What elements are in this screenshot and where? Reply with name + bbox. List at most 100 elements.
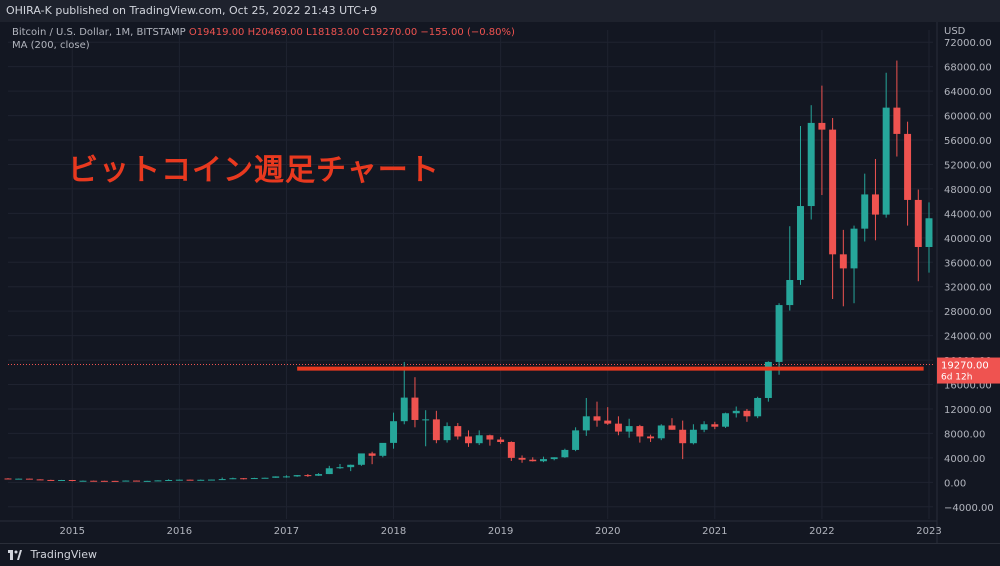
y-tick-label: 12000.00 [944,405,992,416]
open-value: O19419.00 [188,27,245,38]
candle-body [4,478,12,480]
currency-label: USD [944,26,966,37]
candle-body [293,475,301,477]
candle-body [871,194,879,215]
candle-body [357,453,365,465]
x-tick-label: 2022 [809,526,834,537]
x-tick-label: 2019 [488,526,513,537]
candle-body [636,426,644,437]
candle-body [36,479,44,481]
candle-body [186,479,194,481]
candle-body [15,478,23,480]
candle-body [700,424,708,430]
change-value: −155.00 (−0.80%) [420,27,515,38]
candle-body [861,194,869,229]
footer-bar: TradingView [0,543,1000,566]
candle-body [582,416,590,431]
y-tick-label: 4000.00 [944,454,985,465]
candle-body [47,479,55,481]
candle-body [786,280,794,306]
candle-body [561,449,569,458]
x-tick-label: 2023 [916,526,941,537]
candle-body [25,478,33,480]
candle-body [197,479,205,481]
y-tick-label: 32000.00 [944,283,992,294]
y-tick-label: 8000.00 [944,429,985,440]
candle-body [465,436,472,444]
candle-body [614,423,622,432]
price-tag-value: 19270.00 [941,361,989,372]
y-tick-label: 60000.00 [944,112,992,123]
candle-body [154,480,162,482]
candle-body [743,410,751,417]
candle-body [207,479,215,481]
candle-body [347,464,355,468]
y-tick-label: 56000.00 [944,136,992,147]
candle-body [218,479,226,481]
ma-legend[interactable]: MA (200, close) [12,40,90,51]
chart-annotation-title: ビットコイン週足チャート [68,153,440,188]
candle-body [754,397,762,417]
candle-body [422,419,430,421]
candle-body [764,361,772,398]
candle-body [914,199,922,247]
candle-body [839,254,847,269]
symbol-name: Bitcoin / U.S. Dollar, 1M, BITSTAMP [12,27,186,38]
candle-body [432,419,440,441]
candle-body [668,425,676,430]
high-value: H20469.00 [247,27,303,38]
footer-brand: TradingView [30,548,97,561]
candle-body [315,474,323,476]
x-tick-label: 2020 [595,526,620,537]
candle-body [507,441,515,458]
candle-body [400,397,408,422]
x-tick-label: 2015 [60,526,85,537]
symbol-legend: Bitcoin / U.S. Dollar, 1M, BITSTAMP O194… [12,27,515,38]
candle-body [411,397,419,420]
candle-body [925,218,933,247]
x-tick-label: 2016 [167,526,192,537]
candle-body [379,442,387,456]
candle-body [165,480,173,482]
candle-body [625,426,633,432]
candle-body [111,480,119,482]
candle-body [850,228,858,269]
candle-body [550,457,558,460]
candle-body [518,457,526,460]
y-tick-label: 72000.00 [944,38,992,49]
candle-body [572,430,580,450]
price-tag [937,357,1000,384]
tradingview-logo-icon [8,550,22,560]
candle-body [390,421,398,443]
candle-body [882,107,890,215]
y-tick-label: 16000.00 [944,381,992,392]
candle-body [893,107,901,134]
candle-body [904,133,912,200]
candle-body [722,413,730,427]
y-tick-label: 28000.00 [944,307,992,318]
candle-body [539,459,547,462]
candle-body [143,480,151,482]
candle-body [497,439,505,442]
y-tick-label: 64000.00 [944,87,992,98]
candle-body [79,480,87,482]
candle-body [250,478,258,480]
x-tick-label: 2017 [274,526,299,537]
candle-body [368,453,376,456]
y-tick-label: 40000.00 [944,234,992,245]
candle-body [593,416,601,421]
candle-body [443,426,451,441]
low-value: L18183.00 [306,27,360,38]
candle-body [272,476,280,478]
candle-body [240,478,248,480]
publish-header: OHIRA-K published on TradingView.com, Oc… [0,0,1000,22]
candle-body [829,129,837,255]
y-tick-label: 68000.00 [944,63,992,74]
price-tag-countdown: 6d 12h [941,373,972,383]
x-tick-label: 2021 [702,526,727,537]
candle-body [647,436,655,439]
candle-body [100,480,108,482]
candle-body [604,420,612,424]
y-tick-label: 48000.00 [944,185,992,196]
